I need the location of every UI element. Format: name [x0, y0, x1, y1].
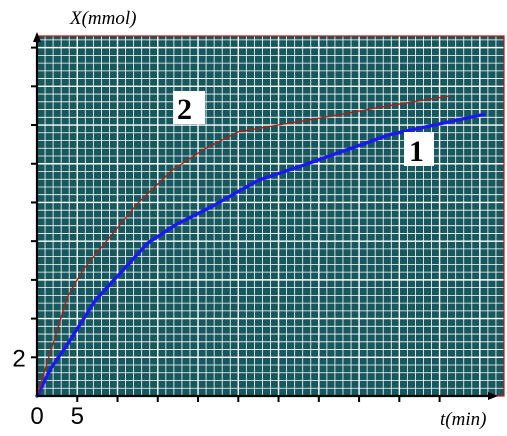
series-line-2: [36, 95, 451, 397]
series-label-1-group: 1: [404, 132, 434, 168]
axes: [31, 32, 498, 402]
y-axis-arrow: [33, 32, 41, 42]
series-label-2-group: 2: [173, 91, 205, 126]
series-line-1: [35, 112, 486, 398]
x-axis-arrow: [488, 392, 498, 400]
y-axis-label: X(mmol): [69, 8, 136, 29]
x-axis-label: t(min): [440, 409, 486, 430]
series-layer: [35, 95, 486, 398]
grid: [37, 36, 504, 396]
series-label-2: 2: [177, 93, 192, 126]
series-label-1: 1: [409, 135, 424, 168]
x-tick-label: 5: [71, 403, 84, 430]
x-tick-label: 0: [30, 403, 43, 430]
tick-labels: 0 5 2: [12, 345, 84, 430]
y-tick-label: 2: [12, 345, 25, 372]
